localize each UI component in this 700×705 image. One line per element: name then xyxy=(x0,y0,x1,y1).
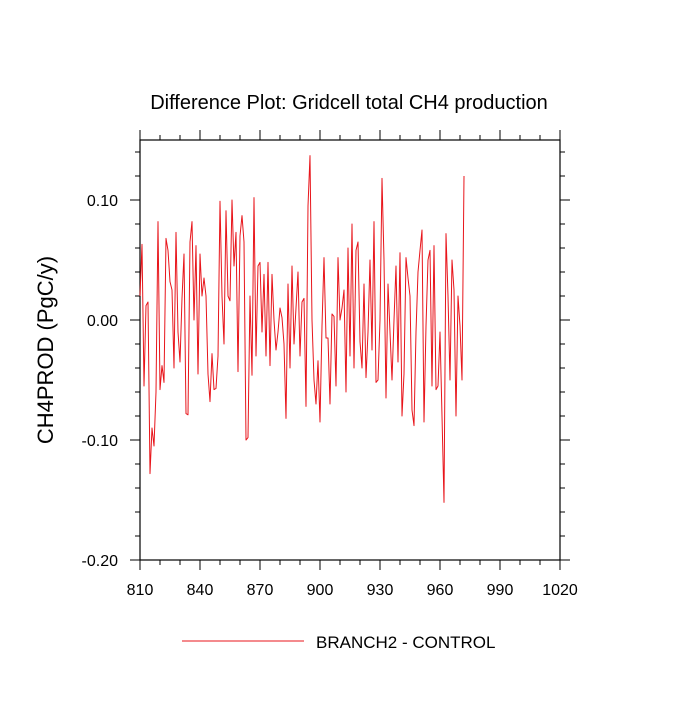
x-tick-label: 1020 xyxy=(542,582,578,599)
y-tick-label: -0.20 xyxy=(82,553,119,570)
legend-label: BRANCH2 - CONTROL xyxy=(316,633,495,652)
x-tick-label: 810 xyxy=(127,582,154,599)
x-tick-label: 960 xyxy=(427,582,454,599)
chart-title: Difference Plot: Gridcell total CH4 prod… xyxy=(150,92,548,114)
x-tick-label: 870 xyxy=(247,582,274,599)
y-tick-label: 0.10 xyxy=(87,193,118,210)
y-tick-label: 0.00 xyxy=(87,313,118,330)
x-tick-label: 930 xyxy=(367,582,394,599)
plot-area xyxy=(139,139,561,561)
axis-ticks xyxy=(130,130,570,570)
tick-labels: 810 840 870 900 930 960 990 1020 -0.20 -0.10 0.00 0… xyxy=(82,193,578,599)
x-tick-label: 990 xyxy=(487,582,514,599)
x-tick-label: 900 xyxy=(307,582,334,599)
x-tick-label: 840 xyxy=(187,582,214,599)
y-axis-label: CH4PROD (PgC/y) xyxy=(33,256,58,444)
series-line-branch2-control xyxy=(139,155,465,503)
y-tick-label: -0.10 xyxy=(82,433,119,450)
